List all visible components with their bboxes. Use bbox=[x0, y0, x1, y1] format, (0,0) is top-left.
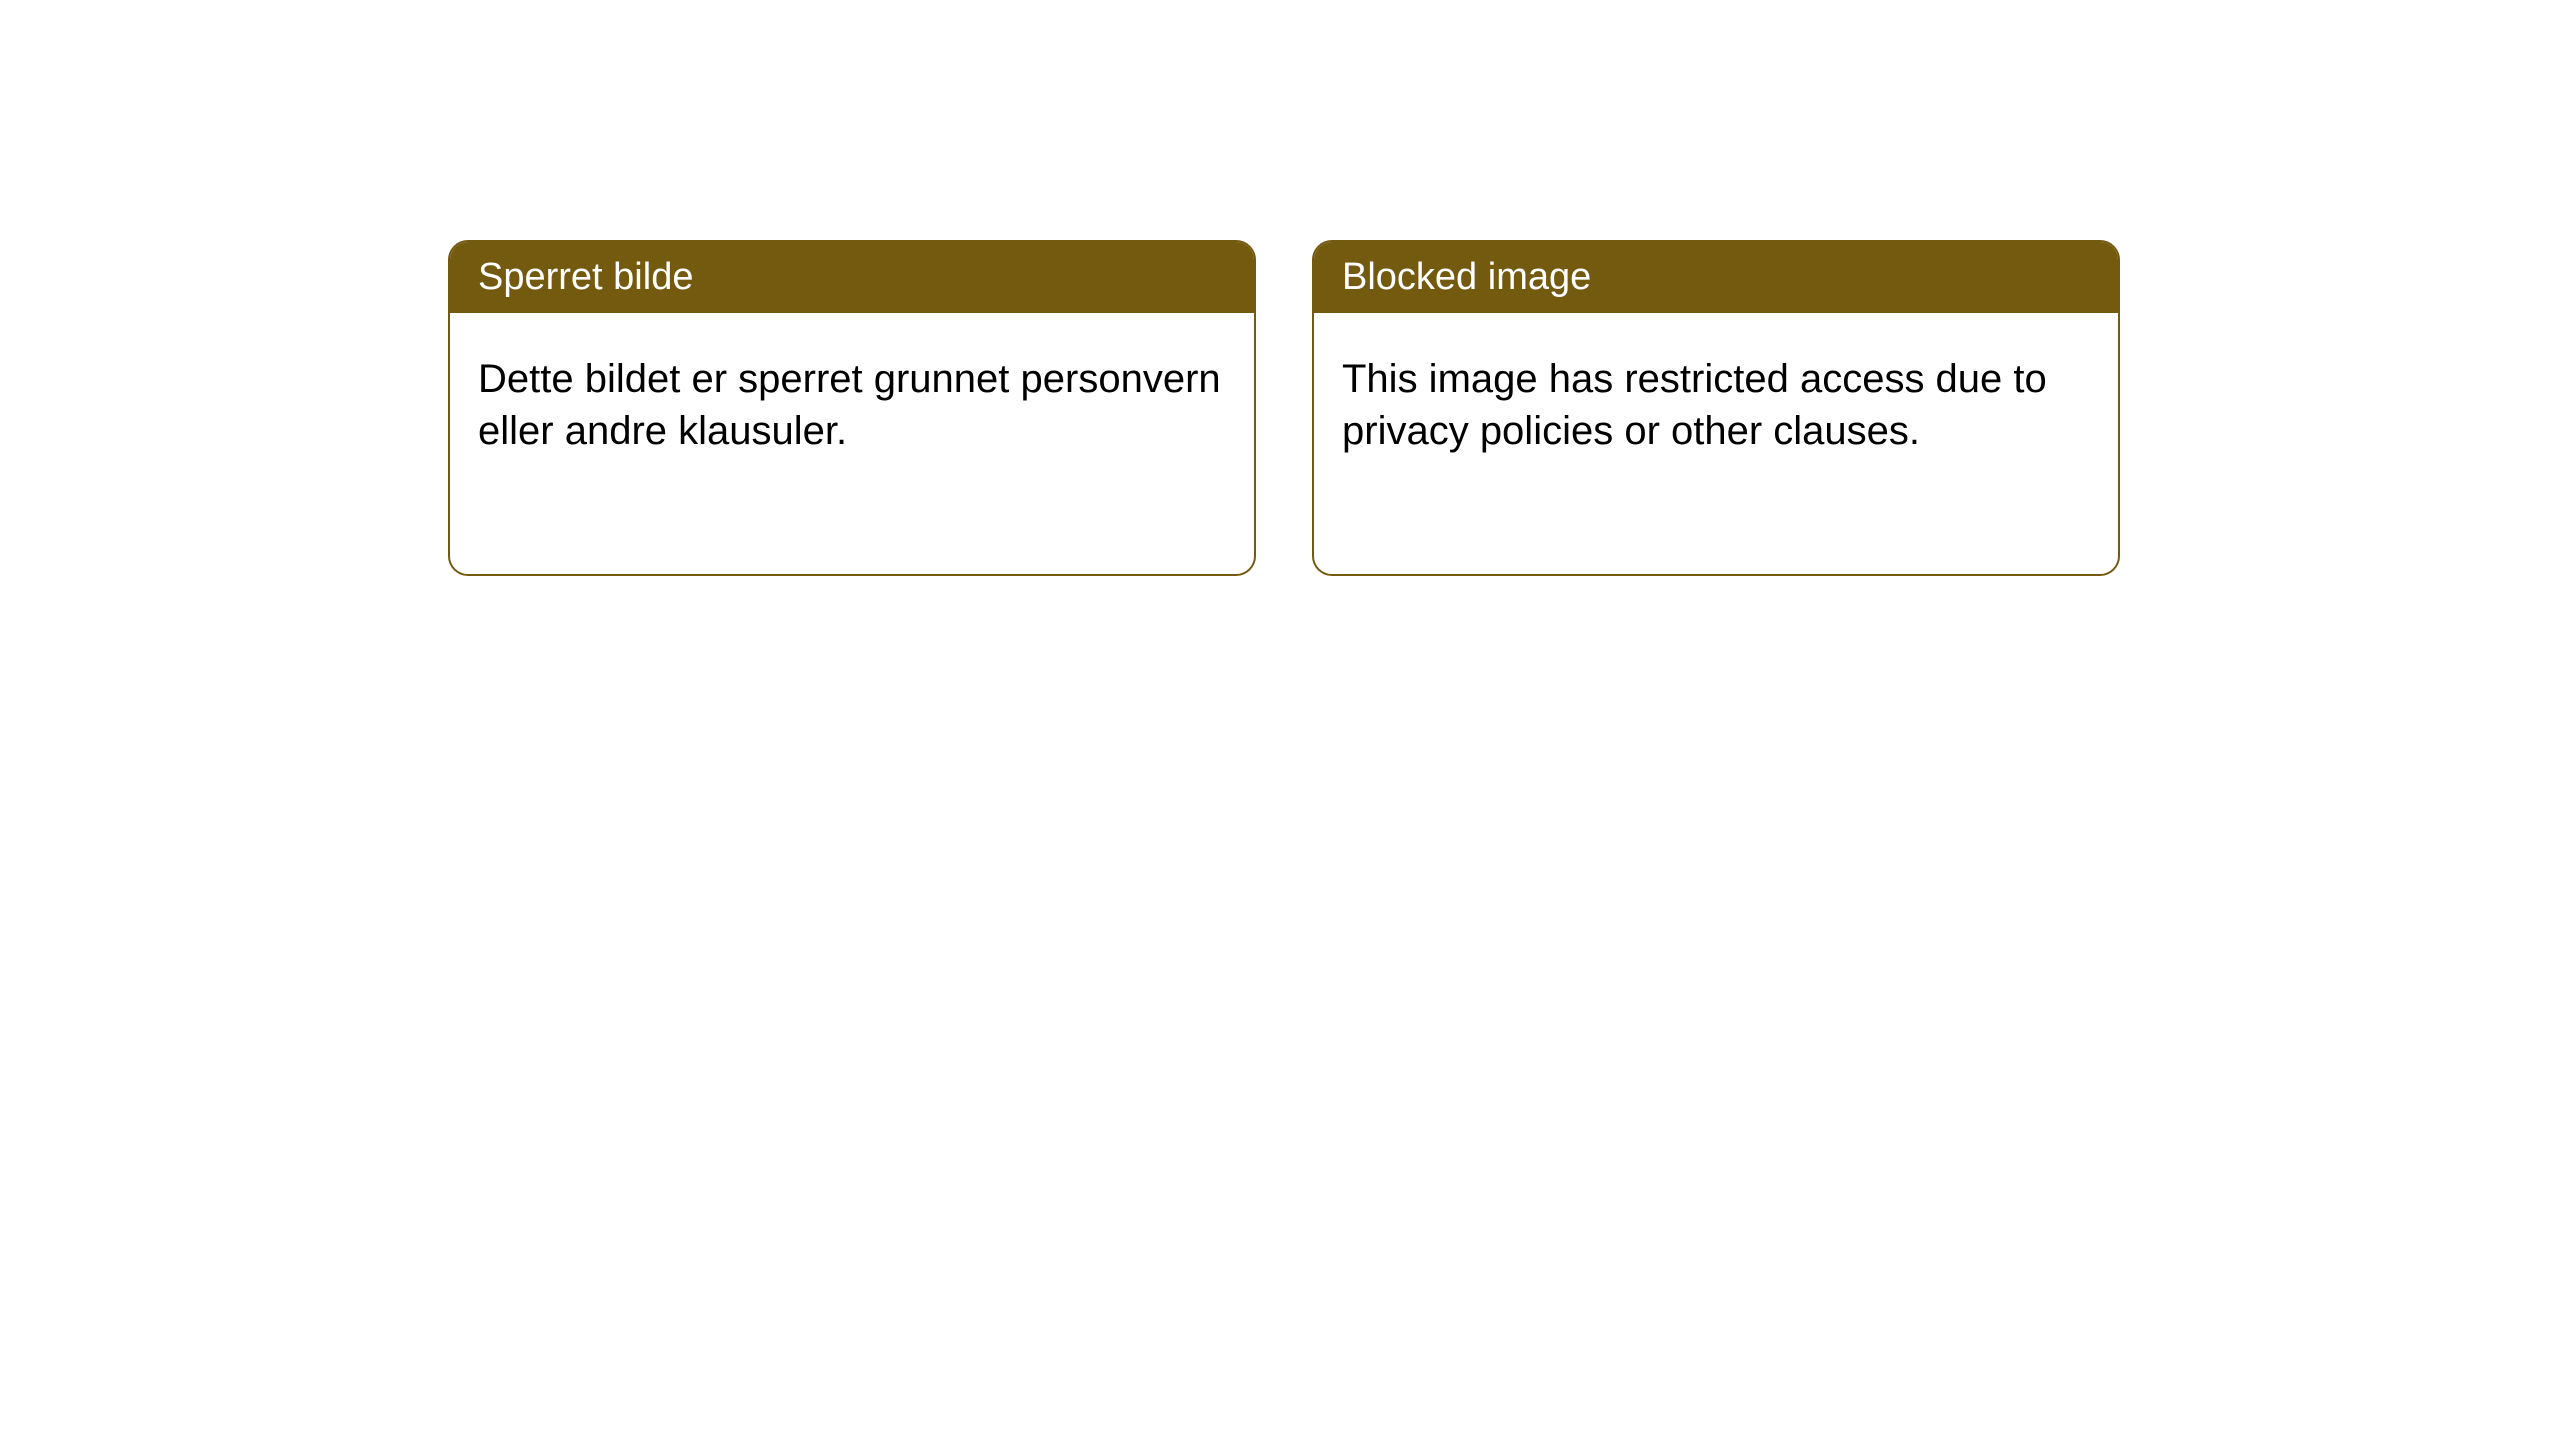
blocked-image-card-en: Blocked image This image has restricted … bbox=[1312, 240, 2120, 576]
card-body-en: This image has restricted access due to … bbox=[1314, 313, 2118, 497]
card-header-no: Sperret bilde bbox=[450, 242, 1254, 313]
blocked-image-card-no: Sperret bilde Dette bildet er sperret gr… bbox=[448, 240, 1256, 576]
card-header-en: Blocked image bbox=[1314, 242, 2118, 313]
card-body-no: Dette bildet er sperret grunnet personve… bbox=[450, 313, 1254, 497]
cards-container: Sperret bilde Dette bildet er sperret gr… bbox=[0, 0, 2560, 576]
